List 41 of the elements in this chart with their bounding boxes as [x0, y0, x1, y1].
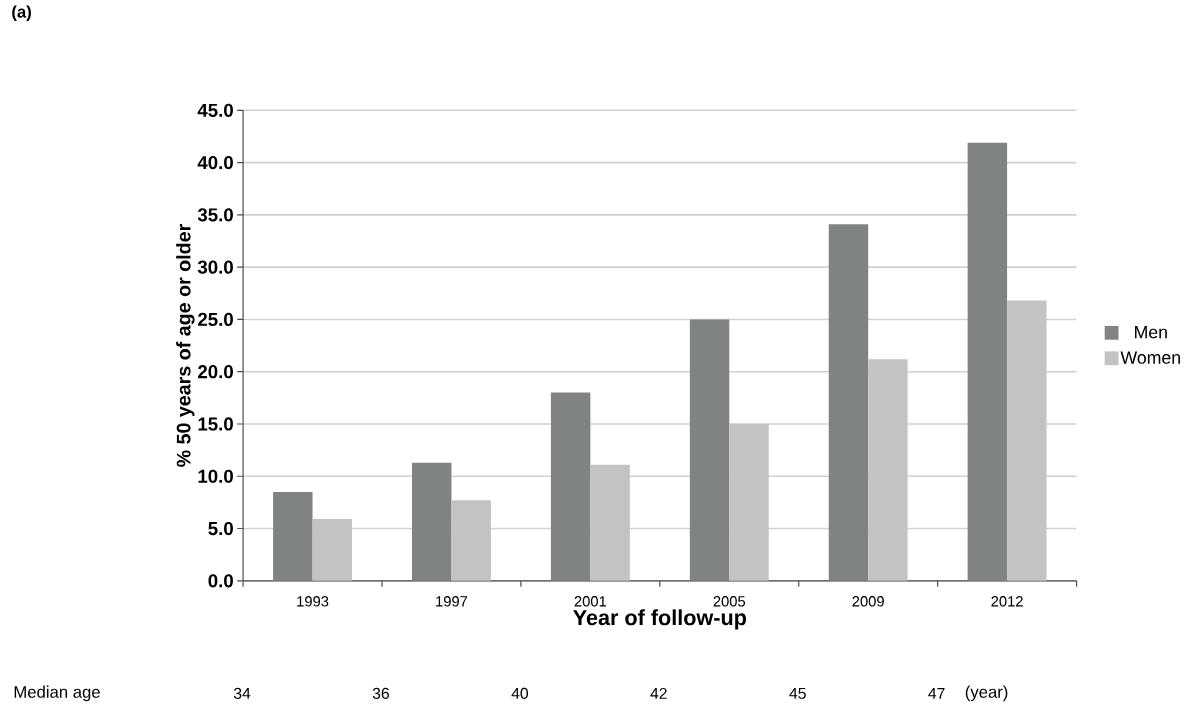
text: 45: [789, 687, 806, 699]
bar: [590, 464, 630, 581]
text: Median age: [14, 685, 100, 702]
text: 36: [372, 687, 389, 699]
y-tick-label: 15.0: [198, 417, 233, 431]
y-tick-label: 0.0: [208, 574, 233, 588]
bar: [451, 500, 491, 581]
x-axis-title: Year of follow-up: [573, 609, 747, 630]
x-tick-label: 2012: [991, 596, 1023, 607]
x-tick-label: 1997: [436, 596, 468, 607]
bar: [273, 491, 313, 581]
x-tick-label: 2005: [713, 596, 746, 607]
y-tick-label: 35.0: [197, 208, 233, 222]
y-tick-label: 30.0: [197, 260, 233, 274]
text: (a): [12, 5, 31, 21]
y-tick-label: 25.0: [198, 312, 233, 326]
bar: [312, 519, 352, 581]
y-tick-label: 45.0: [197, 103, 233, 117]
y-tick-label: 10.0: [198, 469, 233, 483]
y-tick-label: 20.0: [198, 364, 233, 379]
bar: [689, 319, 730, 581]
text: (year): [965, 685, 1008, 702]
legend-label: Women: [1120, 351, 1180, 364]
y-tick-label: 5.0: [208, 521, 233, 536]
bar: [729, 423, 769, 581]
text: 34: [233, 687, 251, 699]
bar: [868, 359, 908, 581]
bar: [967, 142, 1008, 581]
y-axis-title: % 50 years of age or older: [176, 223, 195, 467]
legend-label: Men: [1135, 325, 1167, 339]
x-tick-label: 2001: [574, 596, 607, 607]
text: 47: [928, 687, 945, 699]
y-tick-label: 40.0: [197, 155, 233, 170]
bar: [550, 392, 591, 581]
x-tick-label: 1993: [297, 596, 329, 607]
bar: [412, 462, 452, 581]
text: 42: [650, 687, 667, 699]
text: 40: [511, 687, 529, 699]
bar: [828, 224, 869, 581]
x-tick-label: 2009: [852, 596, 884, 607]
bar: [1007, 300, 1047, 581]
